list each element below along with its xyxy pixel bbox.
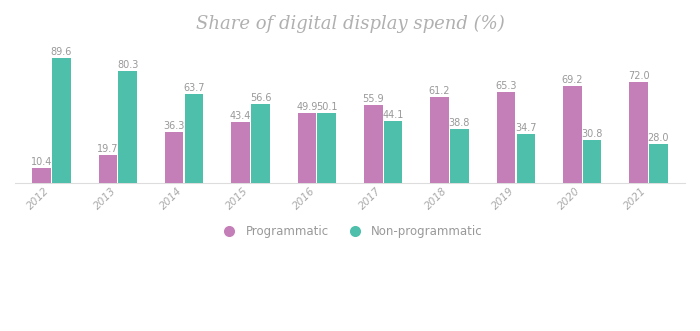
Text: 19.7: 19.7 [97, 144, 118, 154]
Text: 63.7: 63.7 [183, 83, 205, 93]
Bar [52, 58, 71, 183]
Bar [583, 140, 601, 183]
Bar [629, 82, 648, 183]
Text: 36.3: 36.3 [164, 121, 185, 131]
Bar [450, 129, 469, 183]
Text: 61.2: 61.2 [429, 86, 450, 96]
Text: 10.4: 10.4 [31, 157, 52, 167]
Bar [563, 86, 582, 183]
Text: 49.9: 49.9 [296, 102, 318, 112]
Text: 65.3: 65.3 [495, 80, 517, 91]
Text: 80.3: 80.3 [117, 60, 139, 70]
Bar [231, 122, 250, 183]
Bar [496, 92, 515, 183]
Bar [517, 134, 535, 183]
Bar [165, 132, 183, 183]
Bar [118, 71, 137, 183]
Text: 44.1: 44.1 [382, 110, 404, 120]
Bar [384, 121, 402, 183]
Text: 50.1: 50.1 [316, 102, 337, 112]
Text: 28.0: 28.0 [648, 133, 669, 143]
Text: 43.4: 43.4 [230, 111, 251, 121]
Text: 89.6: 89.6 [50, 47, 72, 57]
Bar [185, 94, 204, 183]
Bar [318, 113, 336, 183]
Bar [32, 168, 51, 183]
Text: 38.8: 38.8 [449, 118, 470, 128]
Legend: Programmatic, Non-programmatic: Programmatic, Non-programmatic [213, 220, 487, 243]
Bar [251, 104, 270, 183]
Bar [99, 156, 117, 183]
Bar [649, 144, 668, 183]
Text: 69.2: 69.2 [561, 75, 583, 85]
Title: Share of digital display spend (%): Share of digital display spend (%) [195, 15, 505, 33]
Text: 56.6: 56.6 [250, 93, 271, 103]
Text: 30.8: 30.8 [582, 129, 603, 139]
Bar [430, 97, 449, 183]
Text: 34.7: 34.7 [515, 123, 536, 133]
Text: 55.9: 55.9 [363, 94, 384, 104]
Bar [298, 113, 316, 183]
Text: 72.0: 72.0 [628, 71, 650, 81]
Bar [364, 105, 382, 183]
